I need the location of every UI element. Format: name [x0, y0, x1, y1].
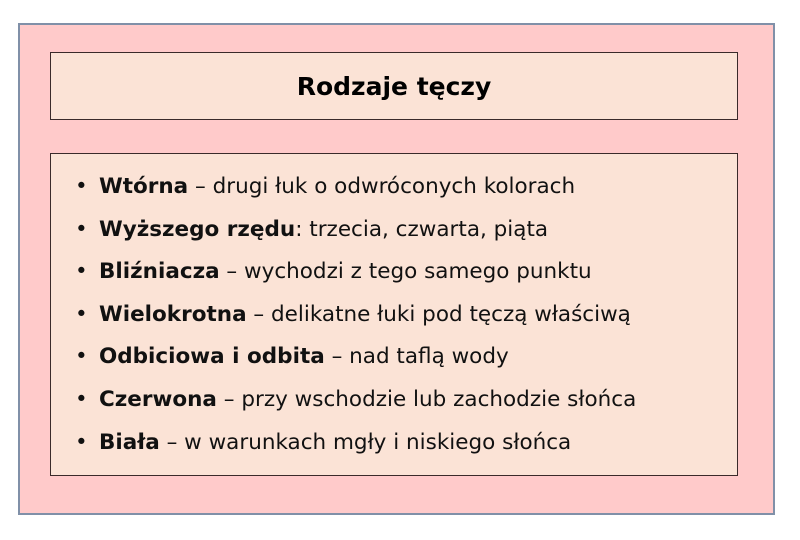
item-desc: : trzecia, czwarta, piąta: [295, 216, 549, 242]
list-box: • Wtórna – drugi łuk o odwróconych kolora…: [50, 153, 738, 476]
item-term: Bliźniacza: [99, 259, 220, 285]
item-term: Wyższego rzędu: [99, 216, 296, 242]
bullet-icon: •: [75, 301, 88, 327]
item-term: Wielokrotna: [99, 301, 247, 327]
list-item: • Wielokrotna – delikatne łuki pod tęczą …: [75, 294, 737, 337]
bullet-icon: •: [75, 429, 88, 455]
list-item: • Czerwona – przy wschodzie lub zachodzie…: [75, 379, 737, 422]
bullet-icon: •: [75, 344, 88, 370]
list-item: • Wyższego rzędu: trzecia, czwarta, piąta: [75, 209, 737, 252]
item-desc: – delikatne łuki pod tęczą właściwą: [246, 301, 631, 327]
item-term: Odbiciowa i odbita: [99, 344, 325, 370]
title: Rodzaje tęczy: [296, 71, 492, 101]
item-desc: – w warunkach mgły i niskiego słońca: [159, 429, 572, 455]
item-desc: – przy wschodzie lub zachodzie słońca: [216, 386, 637, 412]
list-item: • Wtórna – drugi łuk o odwróconych kolora…: [75, 166, 737, 209]
bullet-icon: •: [75, 386, 88, 412]
item-term: Biała: [99, 429, 160, 455]
list-item: • Biała – w warunkach mgły i niskiego sło…: [75, 422, 737, 465]
item-desc: – drugi łuk o odwróconych kolorach: [188, 174, 576, 199]
bullet-icon: •: [75, 216, 88, 242]
bullet-icon: •: [75, 259, 88, 285]
list-item: • Bliźniacza – wychodzi z tego samego pun…: [75, 251, 737, 294]
rainbow-types-list: • Wtórna – drugi łuk o odwróconych kolora…: [51, 154, 737, 464]
title-box: Rodzaje tęczy: [50, 52, 738, 120]
item-term: Czerwona: [99, 386, 217, 412]
item-desc: – nad taflą wody: [324, 344, 509, 370]
bullet-icon: •: [75, 174, 88, 199]
item-term: Wtórna: [99, 174, 189, 199]
item-desc: – wychodzi z tego samego punktu: [219, 259, 592, 285]
list-item: • Odbiciowa i odbita – nad taflą wody: [75, 336, 737, 379]
